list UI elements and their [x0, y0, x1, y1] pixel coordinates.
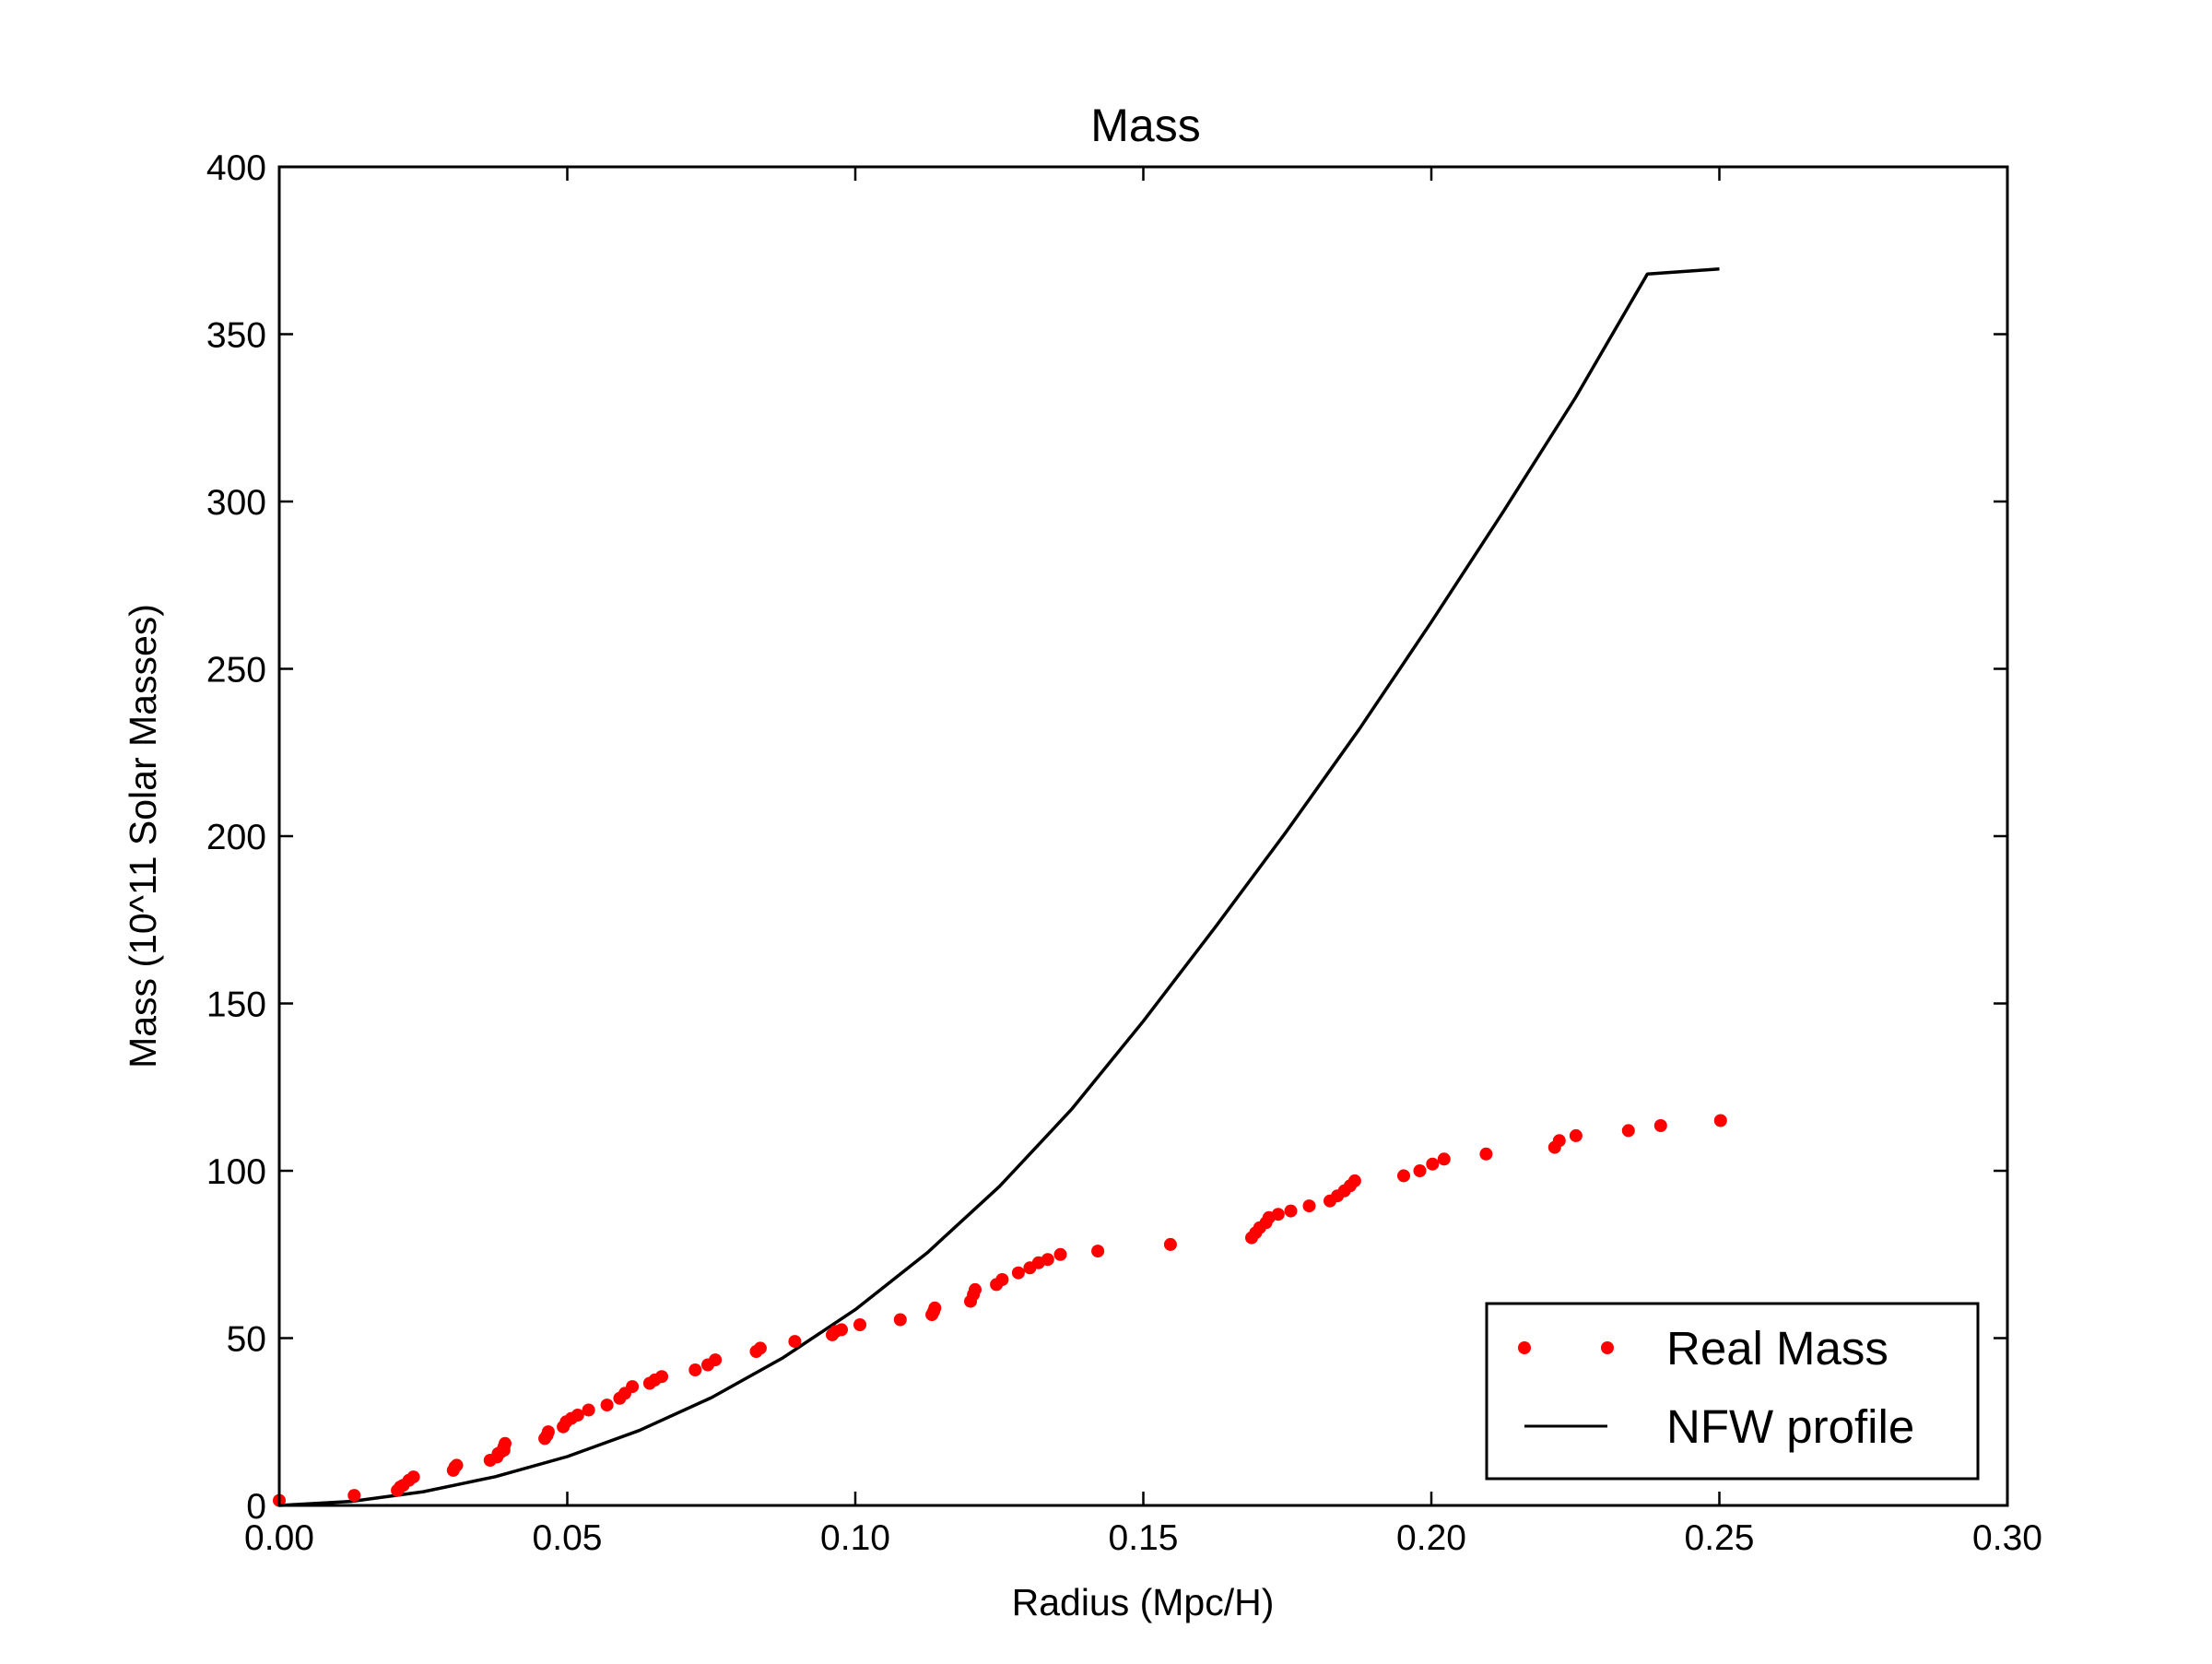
real-mass-point — [1163, 1237, 1177, 1251]
legend-label-real-mass: Real Mass — [1666, 1322, 1888, 1375]
series-layer — [273, 266, 1727, 1507]
ticks-layer: 0.00 0.05 0.10 0.15 0.20 0.25 0.30 0 50 100 150 200… — [206, 148, 2042, 1558]
real-mass-point — [1569, 1128, 1583, 1142]
real-mass-point — [753, 1341, 767, 1355]
legend-real-mass-marker — [1518, 1341, 1614, 1354]
real-mass-point — [1479, 1147, 1493, 1161]
y-tick-label: 100 — [206, 1152, 266, 1192]
real-mass-point — [347, 1489, 361, 1503]
nfw-profile-line — [278, 266, 1720, 1507]
real-mass-point — [1552, 1134, 1566, 1148]
y-axis-label: Mass (10^11 Solar Masses) — [122, 604, 164, 1068]
y-tick-label: 0 — [246, 1487, 266, 1527]
real-mass-point — [1091, 1245, 1105, 1258]
x-tick-label: 0.10 — [820, 1518, 890, 1558]
real-mass-point — [1053, 1247, 1067, 1261]
real-mass-point — [1347, 1174, 1361, 1187]
real-mass-point — [541, 1425, 555, 1439]
real-mass-point — [582, 1403, 595, 1417]
real-mass-point — [1397, 1169, 1410, 1183]
real-mass-point — [928, 1301, 942, 1315]
real-mass-point — [571, 1409, 584, 1422]
real-mass-point — [853, 1318, 866, 1331]
real-mass-point — [1413, 1164, 1427, 1177]
legend-marker-dot — [1518, 1341, 1531, 1354]
chart-title: Mass — [1090, 100, 1200, 151]
real-mass-point — [406, 1470, 420, 1484]
y-tick-label: 300 — [206, 483, 266, 523]
real-mass-point — [1302, 1199, 1316, 1213]
real-mass-point — [499, 1436, 512, 1450]
y-tick-label: 150 — [206, 985, 266, 1025]
real-mass-point — [1437, 1152, 1451, 1166]
real-mass-point — [1271, 1208, 1285, 1221]
real-mass-point — [1713, 1114, 1727, 1127]
x-tick-label: 0.25 — [1685, 1518, 1755, 1558]
real-mass-point — [450, 1458, 464, 1472]
real-mass-point — [1621, 1124, 1635, 1138]
real-mass-point — [709, 1353, 723, 1367]
real-mass-point — [626, 1380, 640, 1394]
real-mass-point — [835, 1323, 848, 1337]
legend-box — [1485, 1302, 1980, 1481]
x-tick-label: 0.30 — [1972, 1518, 2042, 1558]
y-tick-label: 350 — [206, 316, 266, 356]
real-mass-point — [1284, 1204, 1298, 1218]
x-tick-label: 0.00 — [244, 1518, 314, 1558]
real-mass-point — [969, 1282, 982, 1296]
y-tick-label: 50 — [227, 1320, 266, 1360]
x-tick-label: 0.20 — [1396, 1518, 1466, 1558]
legend-marker-dot — [1601, 1341, 1614, 1354]
real-mass-point — [995, 1273, 1009, 1286]
real-mass-point — [1426, 1157, 1440, 1171]
x-tick-label: 0.15 — [1109, 1518, 1179, 1558]
real-mass-point — [1011, 1266, 1025, 1280]
y-tick-label: 250 — [206, 651, 266, 690]
y-tick-label: 200 — [206, 818, 266, 857]
real-mass-point — [688, 1363, 702, 1376]
x-tick-label: 0.05 — [533, 1518, 603, 1558]
real-mass-point — [655, 1370, 668, 1384]
legend: Real Mass NFW profile — [1485, 1302, 1980, 1481]
real-mass-point — [600, 1398, 614, 1412]
x-axis-label: Radius (Mpc/H) — [1012, 1581, 1275, 1623]
real-mass-point — [1041, 1253, 1054, 1267]
real-mass-point — [1653, 1119, 1667, 1132]
y-tick-label: 400 — [206, 148, 266, 188]
real-mass-point — [788, 1335, 802, 1349]
real-mass-point — [893, 1313, 907, 1327]
legend-label-nfw-profile: NFW profile — [1666, 1400, 1914, 1453]
